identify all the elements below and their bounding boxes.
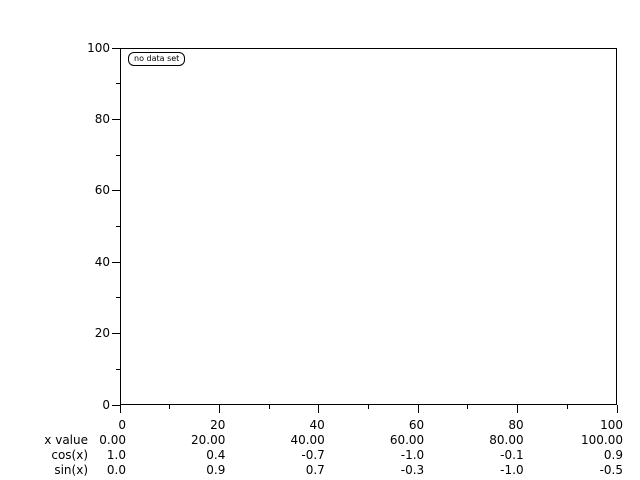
table-cell: 0.7 [305, 463, 325, 477]
table-cell: 0.9 [206, 463, 226, 477]
y-major-tick [112, 261, 120, 263]
y-major-tick [112, 190, 120, 192]
x-axis-label: 0 [118, 418, 126, 432]
table-cell: -0.3 [400, 463, 425, 477]
x-axis-label: 100 [600, 418, 623, 432]
table-cell: 0.00 [99, 433, 126, 447]
table-cell: 0.0 [106, 463, 126, 477]
x-minor-tick [566, 405, 568, 409]
y-major-tick [112, 333, 120, 335]
legend-box: no data set [128, 52, 186, 66]
x-axis-label: 20 [210, 418, 226, 432]
y-axis-label: 20 [94, 326, 110, 341]
table-cell: 100.00 [581, 433, 623, 447]
y-minor-tick [116, 226, 120, 227]
table-cell: 1.0 [106, 448, 126, 462]
table-cell: -0.1 [500, 448, 524, 462]
y-major-tick [112, 118, 120, 120]
table-row-label: x value [44, 433, 88, 447]
table-cell: 20.00 [191, 433, 226, 447]
table-cell: 80.00 [489, 433, 524, 447]
x-axis-label: 40 [309, 418, 325, 432]
table-cell: 0.4 [206, 448, 226, 462]
table-cell: 0.9 [603, 448, 623, 462]
y-axis-label: 80 [94, 111, 110, 126]
y-major-tick [112, 47, 120, 49]
y-minor-tick [116, 154, 120, 156]
table-row-label: cos(x) [51, 448, 88, 462]
table-cell: -0.5 [599, 463, 623, 477]
x-axis-label: 80 [508, 418, 524, 432]
table-cell: -1.0 [500, 463, 524, 477]
x-axis-label: 60 [408, 418, 425, 432]
y-minor-tick [116, 297, 120, 299]
y-axis-label: 40 [94, 254, 110, 269]
table-row-label: sin(x) [54, 463, 88, 477]
table-cell: -0.7 [301, 448, 325, 462]
x-minor-tick [268, 405, 270, 409]
table-cell: 40.00 [290, 433, 325, 447]
x-major-tick [318, 405, 320, 413]
table-cell: 60.00 [389, 433, 425, 447]
x-major-tick [517, 405, 519, 413]
x-major-tick [119, 405, 121, 413]
y-minor-tick [116, 83, 120, 85]
y-axis-label: 0 [102, 397, 110, 412]
x-major-tick [616, 405, 618, 413]
y-axis-label: 100 [87, 40, 110, 55]
x-minor-tick [467, 405, 469, 409]
y-minor-tick [116, 368, 120, 370]
legend-label: no data set [134, 54, 180, 63]
y-axis-label: 60 [94, 183, 110, 198]
x-minor-tick [169, 405, 171, 409]
x-minor-tick [368, 405, 369, 409]
y-major-tick [112, 404, 120, 406]
x-major-tick [417, 405, 419, 413]
x-major-tick [218, 405, 220, 413]
table-cell: -1.0 [400, 448, 425, 462]
plot-canvas[interactable]: no data set [120, 48, 617, 405]
